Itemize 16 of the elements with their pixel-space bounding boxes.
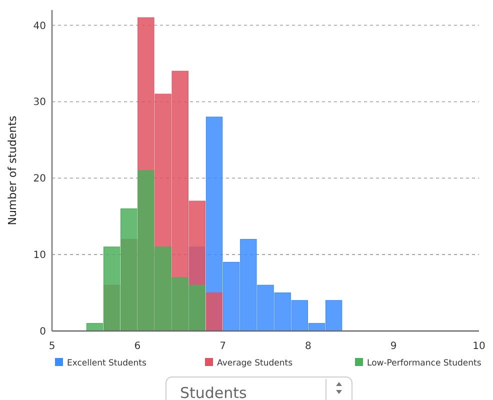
text: Students (180, 384, 248, 400)
y-tick-label: 20 (33, 174, 46, 185)
x-tick-label: 5 (48, 341, 56, 352)
legend-label: Low-Performance Students (367, 358, 482, 368)
y-axis-title: Number of students (6, 115, 19, 226)
y-tick-label: 40 (33, 20, 46, 32)
legend-label: Excellent Students (67, 358, 147, 368)
x-tick-label: 8 (305, 341, 312, 352)
y-tick-label: 0 (40, 326, 46, 338)
x-tick-label: 10 (472, 341, 486, 352)
x-tick-label: 6 (134, 341, 141, 352)
legend-label: Average Students (217, 358, 294, 368)
y-tick-label: 10 (33, 250, 46, 262)
x-tick-label: 7 (220, 341, 226, 352)
x-tick-label: 9 (390, 341, 397, 352)
y-tick-label: 30 (33, 97, 46, 108)
